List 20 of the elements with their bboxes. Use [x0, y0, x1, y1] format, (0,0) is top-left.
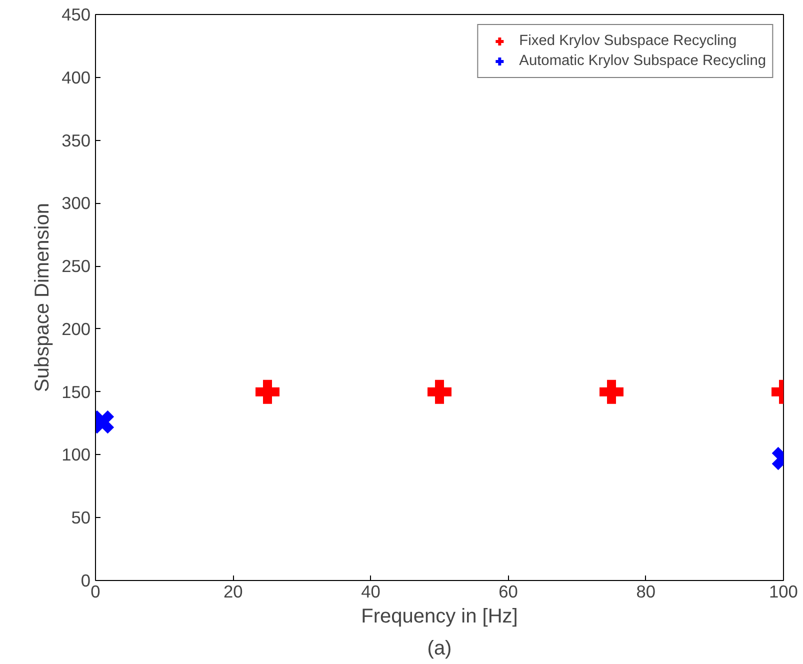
x-axis-title: Frequency in [Hz] [361, 606, 518, 628]
y-tick-label: 350 [62, 130, 91, 150]
y-tick-label: 200 [62, 318, 91, 339]
point [256, 380, 280, 404]
x-tick-label: 40 [361, 582, 380, 602]
x-tick-label: 80 [636, 582, 656, 602]
y-tick-label: 450 [62, 4, 91, 24]
y-tick-label: 300 [62, 193, 91, 214]
y-axis-title: Subspace Dimension [32, 202, 54, 392]
x-tick-label: 20 [223, 582, 243, 602]
x-tick-label: 60 [498, 582, 518, 602]
y-tick-label: 250 [62, 256, 91, 276]
y-tick-label: 400 [62, 67, 91, 88]
legend-label: Fixed Krylov Subspace Recycling [519, 33, 737, 49]
x-tick-label: 100 [769, 582, 798, 602]
legend-label: Automatic Krylov Subspace Recycling [519, 53, 766, 69]
y-tick-label: 150 [62, 382, 91, 402]
text: (a) [427, 638, 452, 660]
y-tick-label: 50 [71, 508, 91, 528]
y-tick-label: 100 [62, 444, 91, 465]
